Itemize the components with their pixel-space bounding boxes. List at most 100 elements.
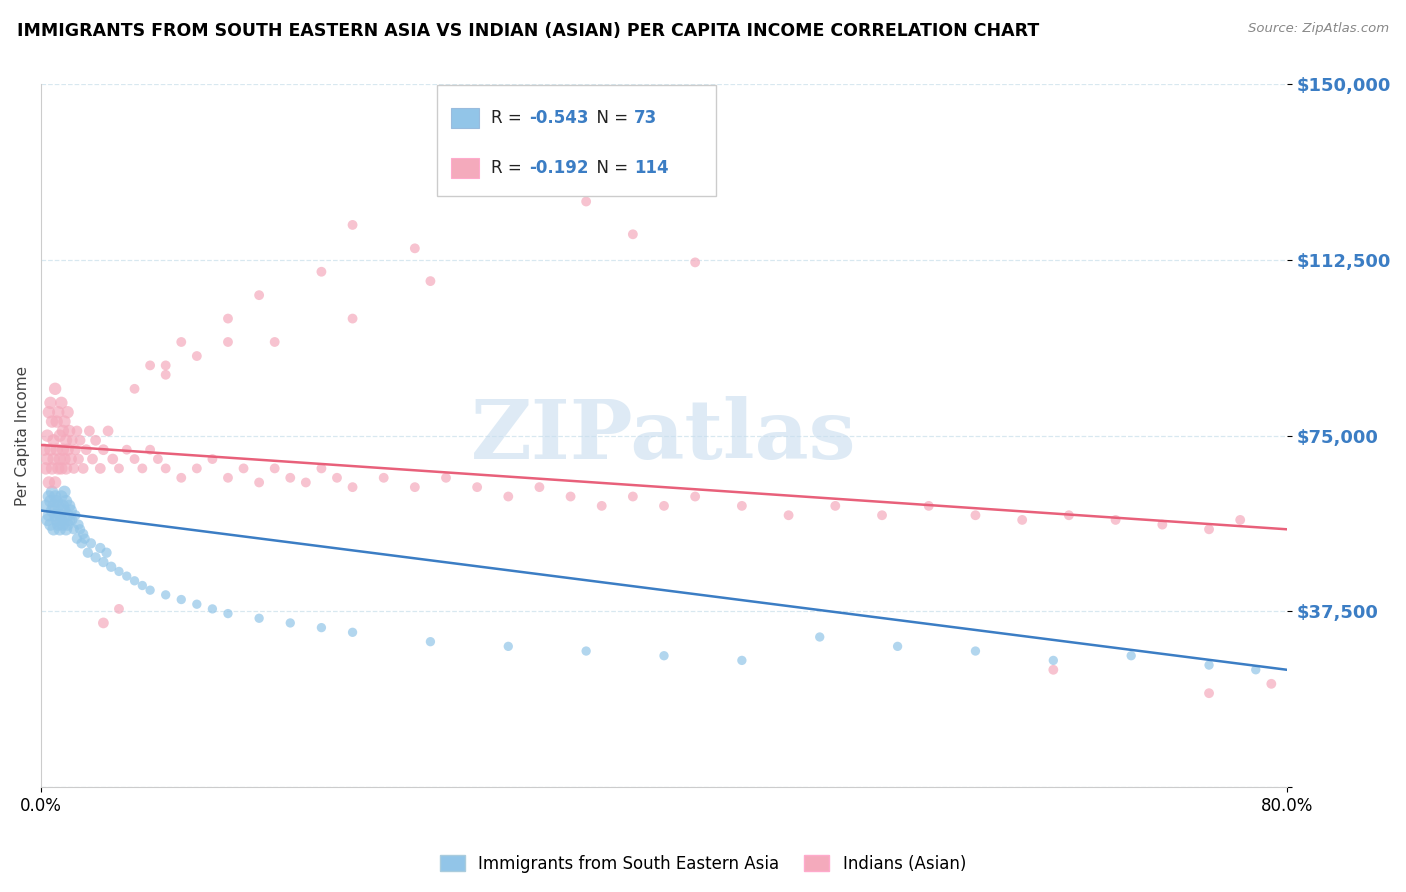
Point [37,452,59,467]
Point [59,452,82,467]
Point [49,452,72,467]
Point [419,274,441,288]
Point [591,499,613,513]
Point [498,640,520,654]
Point [41,503,63,517]
Point [45,442,67,457]
Point [97,424,120,438]
Text: IMMIGRANTS FROM SOUTH EASTERN ASIA VS INDIAN (ASIAN) PER CAPITA INCOME CORRELATI: IMMIGRANTS FROM SOUTH EASTERN ASIA VS IN… [17,22,1039,40]
Point [93,615,115,630]
Point [35,499,58,513]
Point [44,382,66,396]
Point [247,288,270,302]
Point [124,452,146,467]
Point [38,490,60,504]
Point [39,396,62,410]
Point [53,415,76,429]
Point [80,536,103,550]
Point [870,508,893,523]
Point [278,615,301,630]
Point [575,194,598,209]
Point [55,461,77,475]
Point [155,461,177,475]
Point [44,475,66,490]
Point [46,499,69,513]
Point [59,503,82,517]
Point [326,471,349,485]
Point [1042,653,1064,667]
Point [1011,513,1033,527]
Point [42,499,65,513]
Point [101,452,124,467]
Point [49,508,72,523]
Point [93,442,115,457]
Point [52,442,75,457]
Point [66,424,89,438]
Point [56,517,79,532]
Point [170,334,193,349]
Point [58,513,80,527]
Point [51,396,73,410]
Point [404,480,426,494]
Point [170,592,193,607]
Point [217,334,239,349]
Point [53,484,76,499]
Point [89,541,111,555]
Point [263,461,285,475]
Point [79,424,101,438]
Point [45,415,67,429]
Point [808,630,831,644]
Point [278,471,301,485]
Point [41,484,63,499]
Point [67,452,90,467]
Point [683,490,706,504]
Point [124,382,146,396]
Point [652,648,675,663]
Point [131,578,153,592]
Point [52,424,75,438]
Point [886,640,908,654]
Point [217,311,239,326]
Point [42,452,65,467]
Point [965,644,987,658]
Point [45,513,67,527]
Point [39,517,62,532]
Point [38,475,60,490]
Point [1229,513,1251,527]
Point [58,424,80,438]
Point [170,471,193,485]
Text: N =: N = [586,159,634,177]
Point [49,522,72,536]
Point [56,508,79,523]
Point [44,490,66,504]
Y-axis label: Per Capita Income: Per Capita Income [15,366,30,506]
Text: R =: R = [491,159,527,177]
Point [38,508,60,523]
Point [55,522,77,536]
Point [342,218,364,232]
Point [373,471,395,485]
Point [155,359,177,373]
Point [69,522,91,536]
Text: 73: 73 [634,109,658,127]
Point [41,415,63,429]
Point [38,405,60,419]
Point [652,499,675,513]
Point [75,442,97,457]
Point [42,434,65,448]
Point [311,461,333,475]
Point [53,503,76,517]
Point [1121,648,1143,663]
Point [824,499,846,513]
Point [560,490,582,504]
Point [46,517,69,532]
Point [1198,658,1220,673]
Point [115,442,138,457]
Point [42,522,65,536]
Point [58,499,80,513]
Point [139,359,162,373]
Text: -0.543: -0.543 [529,109,588,127]
Point [76,546,98,560]
Point [60,434,83,448]
Point [44,508,66,523]
